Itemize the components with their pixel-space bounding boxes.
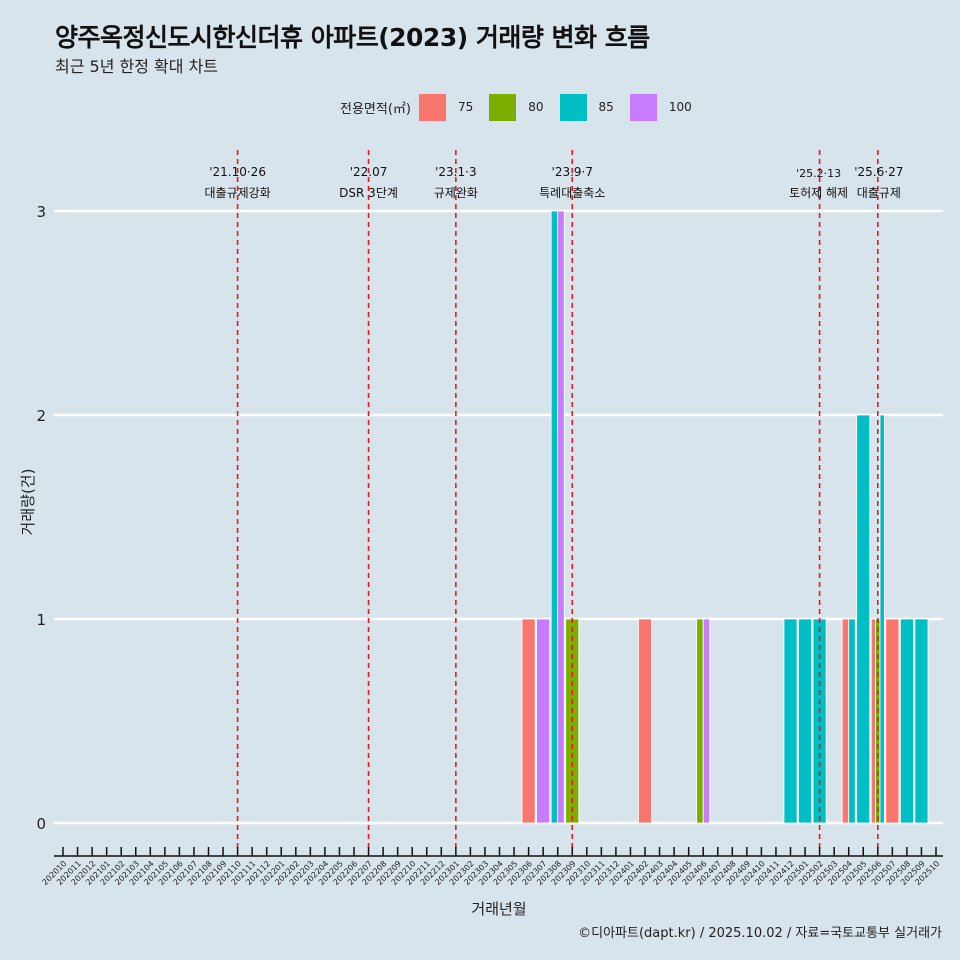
legend-label-80: 80 — [528, 100, 544, 114]
bar-202508-85 — [899, 618, 914, 824]
legend-key-85 — [559, 93, 587, 121]
event-label: 토허제 해제 — [789, 186, 848, 200]
legend-label-85: 85 — [598, 100, 614, 114]
y-axis-title: 거래량(건) — [19, 469, 37, 536]
legend-label-100: 100 — [668, 100, 692, 114]
event-label: 대출규제 — [857, 186, 901, 200]
bar-202406-100 — [702, 618, 711, 824]
event-label: 대출규제강화 — [204, 186, 270, 200]
bar-202406-80 — [696, 618, 704, 824]
bar-202504-85 — [848, 618, 856, 824]
legend-key-80 — [489, 93, 517, 121]
bar-202308-100 — [557, 210, 565, 824]
bar-202412-85 — [783, 618, 798, 824]
legend: 전용면적(㎡) 75 80 85 100 — [340, 93, 708, 121]
y-tick-label: 3 — [36, 203, 46, 221]
bar-202307-100 — [536, 618, 551, 824]
bar-202506-85 — [879, 414, 885, 824]
footer-credit: ©디아파트(dapt.kr) / 2025.10.02 / 자료=국토교통부 실… — [578, 926, 942, 941]
y-tick-label: 0 — [36, 815, 46, 833]
y-tick-label: 1 — [36, 611, 46, 629]
chart-subtitle: 최근 5년 한정 확대 차트 — [55, 57, 219, 76]
bar-202308-85 — [550, 210, 559, 824]
event-date-label: '22.07 — [350, 165, 388, 179]
event-date-label: '23.9·7 — [552, 165, 593, 179]
event-label: 규제완화 — [434, 186, 478, 200]
legend-label-75: 75 — [457, 100, 474, 114]
bar-202402-75 — [638, 618, 652, 824]
x-axis-title: 거래년월 — [471, 900, 526, 918]
chart-title: 양주옥정신도시한신더휴 아파트(2023) 거래량 변화 흐름 — [55, 23, 650, 52]
bar-202504-75 — [841, 618, 850, 824]
bar-202505-85 — [856, 414, 871, 824]
legend-key-100 — [629, 93, 657, 121]
legend-key-75 — [418, 93, 446, 121]
bar-202306-75 — [521, 618, 536, 824]
event-date-label: '21.10·26 — [209, 165, 266, 179]
event-date-label: '25.2·13 — [796, 167, 841, 180]
event-label: 특례대출축소 — [539, 186, 605, 200]
event-date-label: '25.6·27 — [854, 165, 903, 179]
bar-202509-85 — [914, 618, 929, 824]
bar-202501-85 — [798, 618, 812, 824]
bar-202507-75 — [885, 618, 900, 824]
event-date-label: '23.1·3 — [435, 165, 476, 179]
y-tick-label: 2 — [36, 407, 46, 425]
event-label: DSR 3단계 — [339, 186, 398, 200]
bar-202506-75 — [870, 618, 877, 824]
legend-title: 전용면적(㎡) — [340, 101, 411, 117]
